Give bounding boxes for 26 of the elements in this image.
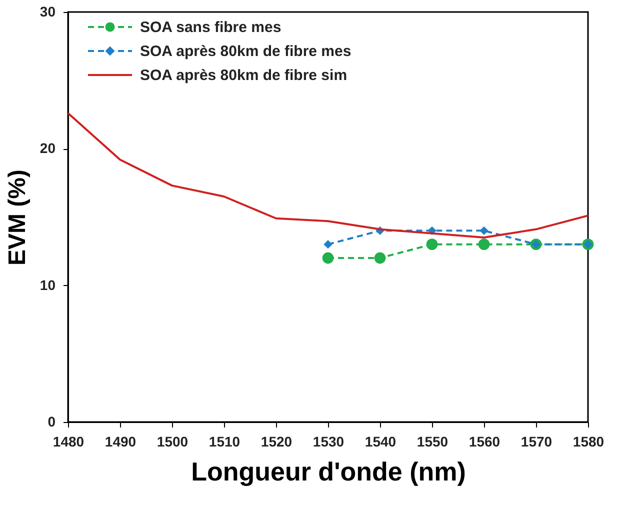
y-tick-label: 30 — [40, 4, 56, 20]
point — [478, 238, 490, 250]
x-tick-label: 1560 — [468, 434, 500, 450]
point — [324, 240, 332, 249]
y-tick-label: 0 — [48, 414, 56, 430]
x-tick-label: 1550 — [416, 434, 448, 450]
x-tick-label: 1480 — [52, 434, 84, 450]
point — [480, 226, 488, 235]
y-tick-label: 10 — [40, 276, 56, 293]
x-tick-label: 1580 — [572, 434, 604, 450]
legend-label: SOA après 80km de fibre mes — [140, 43, 352, 60]
legend-label: SOA sans fibre mes — [140, 19, 282, 36]
y-tick-label: 20 — [40, 140, 56, 156]
x-tick-label: 1540 — [364, 434, 396, 450]
y-axis-title: EVM (%) — [4, 170, 31, 266]
x-tick-label: 1530 — [312, 434, 344, 450]
point — [426, 238, 438, 250]
legend-label: SOA après 80km de fibre sim — [140, 67, 348, 84]
x-tick-label: 1570 — [520, 434, 552, 450]
x-tick-label: 1490 — [104, 434, 136, 450]
point — [374, 252, 386, 264]
x-tick-label: 1500 — [156, 434, 188, 450]
x-axis-title: Longueur d'onde (nm) — [191, 456, 466, 486]
x-tick-label: 1510 — [208, 434, 240, 450]
point — [322, 252, 334, 264]
x-tick-label: 1520 — [260, 434, 292, 450]
